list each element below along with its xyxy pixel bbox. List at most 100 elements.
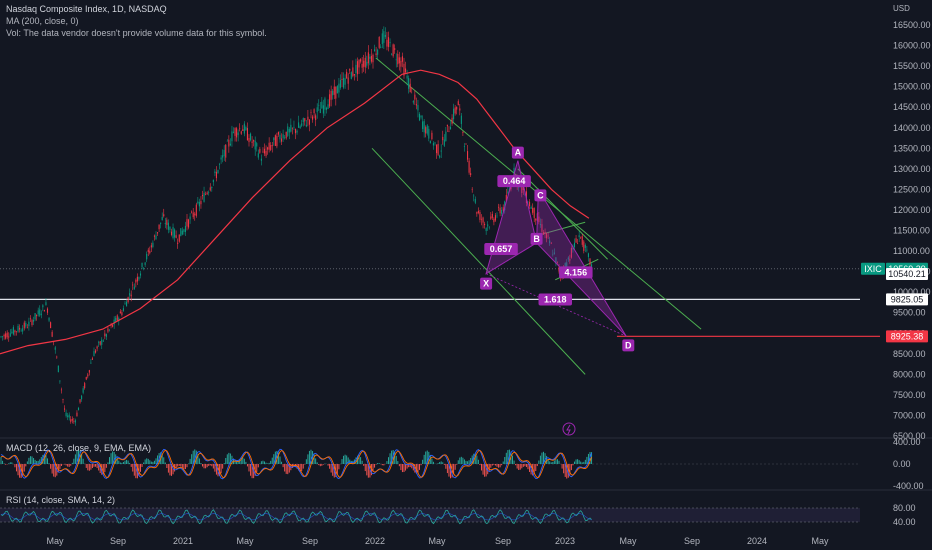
- macd-signal-line: [0, 449, 593, 479]
- price-axis-value-bg: [886, 293, 928, 306]
- macd-histogram-bar: [166, 464, 168, 468]
- macd-histogram-bar: [45, 455, 47, 464]
- candle-body: [591, 264, 593, 269]
- price-axis-label: 8925.38: [886, 330, 928, 343]
- macd-histogram-bar: [460, 456, 462, 464]
- candle-body: [405, 68, 407, 73]
- candle-body: [549, 240, 551, 243]
- candle-body: [62, 399, 64, 400]
- price-tick-label: 7500.00: [893, 390, 926, 400]
- candle-body: [414, 94, 416, 100]
- macd-histogram-bar: [212, 464, 214, 469]
- volume-indicator-label[interactable]: Vol: The data vendor doesn't provide vol…: [6, 28, 267, 38]
- candle-body: [346, 71, 348, 79]
- macd-histogram-bar: [101, 464, 103, 475]
- candle-body: [166, 219, 168, 225]
- candle-body: [304, 118, 306, 122]
- candle-body: [191, 211, 193, 213]
- time-tick-label: Sep: [110, 536, 126, 546]
- candle-body: [256, 143, 258, 147]
- candle-body: [253, 140, 255, 142]
- pattern-point-b-bg: [530, 232, 543, 245]
- candle-body: [377, 49, 379, 55]
- macd-histogram-bar: [392, 450, 394, 464]
- candle-body: [401, 56, 403, 62]
- price-tick-label: 16000.00: [893, 41, 931, 51]
- candle-body: [319, 109, 321, 113]
- macd-histogram-bar: [54, 464, 56, 478]
- candle-body: [228, 139, 230, 147]
- pattern-ratio-label-text: 0.657: [490, 244, 513, 254]
- macd-indicator-label[interactable]: MACD (12, 26, close, 9, EMA, EMA): [6, 443, 152, 453]
- pattern-point-c: C: [534, 189, 547, 202]
- macd-histogram-bar: [267, 463, 269, 464]
- pattern-ratio-label: 1.618: [538, 293, 573, 306]
- candle-body: [555, 257, 557, 264]
- candle-body: [122, 308, 124, 311]
- macd-histogram-bar: [493, 464, 495, 465]
- candle-body: [129, 293, 131, 296]
- macd-histogram-bar: [470, 458, 472, 464]
- candle-body: [341, 78, 343, 80]
- candle-body: [259, 148, 261, 153]
- symbol-title: Nasdaq Composite Index, 1D, NASDAQ: [6, 4, 167, 14]
- candle-body: [107, 328, 109, 332]
- macd-histogram-bar: [42, 454, 44, 464]
- price-tick-label: 8500.00: [893, 349, 926, 359]
- macd-histogram-bar: [473, 453, 475, 464]
- macd-histogram-bar: [126, 459, 128, 464]
- candle-body: [439, 155, 441, 158]
- macd-histogram-bar: [307, 454, 309, 464]
- macd-histogram-bar: [73, 458, 75, 464]
- macd-histogram-bar: [327, 464, 329, 466]
- time-tick-label: May: [428, 536, 446, 546]
- candle-body: [34, 313, 36, 320]
- macd-histogram-bar: [226, 454, 228, 464]
- rsi-smoothing-line: [0, 513, 592, 521]
- candle-body: [237, 132, 239, 136]
- macd-histogram-bar: [501, 464, 503, 466]
- macd-histogram-bar: [152, 461, 154, 464]
- macd-histogram-bar: [141, 464, 143, 467]
- price-tick-label: 11000.00: [893, 246, 930, 256]
- macd-histogram-bar: [17, 464, 19, 476]
- candle-body: [119, 311, 121, 314]
- candle-body: [339, 79, 341, 88]
- time-tick-label: May: [46, 536, 64, 546]
- macd-histogram-bar: [574, 461, 575, 464]
- macd-histogram-bar: [33, 458, 35, 464]
- candle-body: [316, 107, 318, 113]
- pattern-xb-line: [485, 242, 537, 274]
- candle-body: [329, 94, 331, 107]
- candle-body: [566, 262, 568, 268]
- candle-body: [587, 253, 589, 257]
- candle-body: [65, 412, 67, 417]
- candle-body: [580, 236, 582, 238]
- candle-body: [363, 60, 365, 67]
- macd-histogram-bar: [375, 464, 377, 465]
- lightning-icon-bolt: [566, 424, 571, 435]
- candle-body: [232, 131, 235, 133]
- candle-body: [397, 53, 399, 65]
- ma-indicator-label[interactable]: MA (200, close, 0): [6, 16, 79, 26]
- candle-body: [547, 235, 549, 237]
- macd-histogram-bar: [453, 464, 455, 475]
- candle-body: [40, 313, 42, 315]
- macd-histogram-bar: [535, 464, 537, 472]
- candle-body: [330, 90, 332, 100]
- rsi-line: [0, 509, 592, 525]
- candle-body: [448, 131, 450, 133]
- macd-histogram-bar: [285, 464, 287, 474]
- macd-histogram-bar: [16, 464, 17, 472]
- macd-histogram-bar: [502, 461, 504, 464]
- macd-histogram-bar: [420, 464, 422, 466]
- candle-body: [498, 206, 500, 208]
- macd-histogram-bar: [276, 450, 278, 464]
- rsi-indicator-label[interactable]: RSI (14, close, SMA, 14, 2): [6, 495, 116, 505]
- pattern-point-a-bg: [511, 146, 524, 159]
- candle-body: [454, 107, 456, 114]
- candle-body: [321, 101, 323, 109]
- candle-body: [312, 116, 314, 120]
